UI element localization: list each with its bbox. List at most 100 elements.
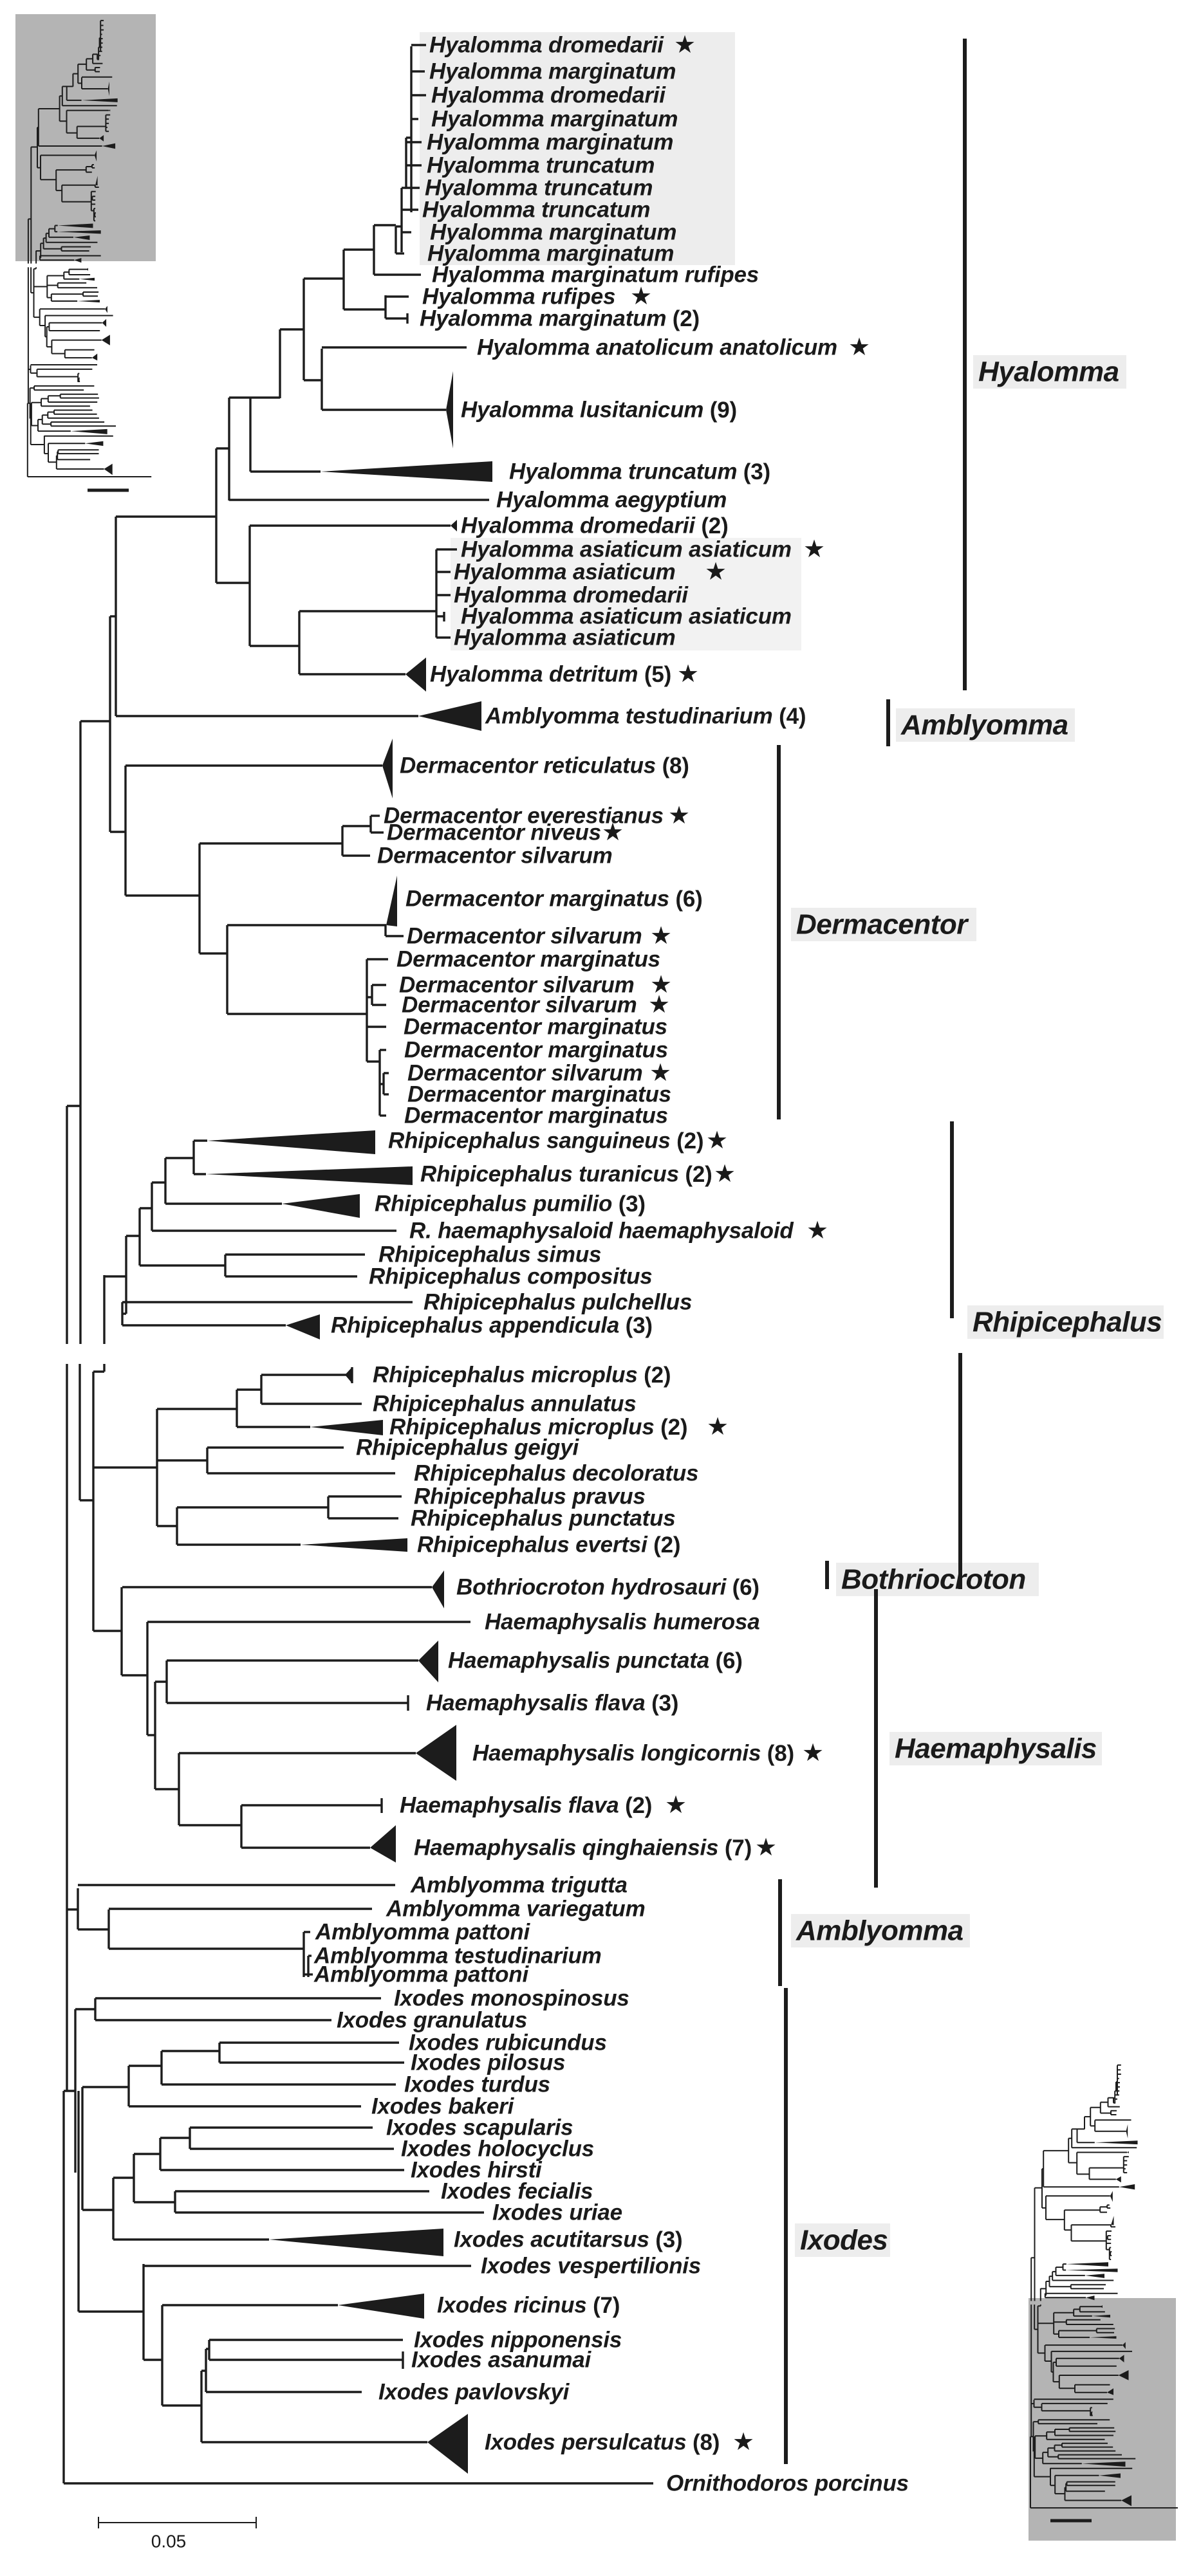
- svg-text:Ixodes bakeri: Ixodes bakeri: [371, 2094, 515, 2119]
- svg-text:★: ★: [803, 536, 825, 563]
- svg-text:Dermacentor reticulatus (8): Dermacentor reticulatus (8): [400, 753, 689, 778]
- svg-text:Rhipicephalus microplus (2): Rhipicephalus microplus (2): [389, 1415, 687, 1440]
- svg-text:Amblyomma: Amblyomma: [900, 710, 1068, 741]
- svg-text:★: ★: [732, 2429, 754, 2456]
- svg-text:Ixodes hirsti: Ixodes hirsti: [411, 2158, 543, 2183]
- svg-text:Haemaphysalis qinghaiensis (7): Haemaphysalis qinghaiensis (7): [414, 1835, 752, 1861]
- svg-text:Ornithodoros porcinus: Ornithodoros porcinus: [666, 2471, 909, 2496]
- svg-text:Dermacentor everestianus: Dermacentor everestianus: [384, 804, 664, 829]
- svg-text:Haemaphysalis humerosa: Haemaphysalis humerosa: [485, 1610, 759, 1635]
- svg-text:Ixodes nipponensis: Ixodes nipponensis: [414, 2328, 622, 2353]
- svg-text:Hyalomma asiaticum: Hyalomma asiaticum: [454, 560, 676, 585]
- svg-text:Ixodes monospinosus: Ixodes monospinosus: [394, 1986, 629, 2011]
- svg-text:Amblyomma pattoni: Amblyomma pattoni: [313, 1962, 529, 1987]
- svg-text:Amblyomma testudinarium (4): Amblyomma testudinarium (4): [485, 704, 806, 729]
- svg-text:Ixodes holocyclus: Ixodes holocyclus: [401, 2137, 594, 2162]
- svg-text:Haemaphysalis flava (2): Haemaphysalis flava (2): [400, 1793, 652, 1818]
- svg-text:★: ★: [665, 1792, 687, 1819]
- svg-text:Hyalomma anatolicum anatolicum: Hyalomma anatolicum anatolicum: [477, 335, 837, 360]
- svg-text:Rhipicephalus sanguineus (2): Rhipicephalus sanguineus (2): [388, 1128, 703, 1154]
- svg-text:0.05: 0.05: [151, 2532, 187, 2552]
- svg-text:Hyalomma marginatum rufipes: Hyalomma marginatum rufipes: [432, 262, 759, 288]
- svg-text:Rhipicephalus microplus (2): Rhipicephalus microplus (2): [373, 1363, 671, 1388]
- svg-text:Hyalomma dromedarii: Hyalomma dromedarii: [431, 83, 666, 108]
- svg-text:Ixodes scapularis: Ixodes scapularis: [386, 2115, 573, 2140]
- svg-text:Ixodes asanumai: Ixodes asanumai: [411, 2348, 592, 2373]
- svg-text:Ixodes: Ixodes: [800, 2225, 888, 2256]
- svg-text:Hyalomma marginatum: Hyalomma marginatum: [427, 241, 674, 266]
- svg-text:Dermacentor marginatus: Dermacentor marginatus: [407, 1082, 671, 1107]
- svg-text:Dermacentor silvarum: Dermacentor silvarum: [377, 843, 613, 869]
- svg-text:Bothriocroton hydrosauri (6): Bothriocroton hydrosauri (6): [456, 1575, 759, 1600]
- svg-text:Amblyomma trigutta: Amblyomma trigutta: [410, 1873, 628, 1898]
- svg-text:Hyalomma marginatum: Hyalomma marginatum: [431, 107, 678, 132]
- svg-text:Ixodes pavlovskyi: Ixodes pavlovskyi: [378, 2380, 570, 2405]
- svg-text:Hyalomma lusitanicum (9): Hyalomma lusitanicum (9): [461, 398, 737, 423]
- svg-text:★: ★: [650, 971, 672, 998]
- svg-text:Rhipicephalus simus: Rhipicephalus simus: [378, 1242, 601, 1267]
- svg-text:Hyalomma detritum (5): Hyalomma detritum (5): [430, 662, 671, 687]
- svg-text:Amblyomma: Amblyomma: [796, 1915, 964, 1947]
- svg-text:★: ★: [630, 283, 652, 310]
- svg-text:Ixodes granulatus: Ixodes granulatus: [337, 2008, 527, 2033]
- svg-text:Rhipicephalus pravus: Rhipicephalus pravus: [414, 1484, 646, 1509]
- svg-text:Hyalomma marginatum (2): Hyalomma marginatum (2): [420, 306, 700, 331]
- svg-text:★: ★: [650, 923, 672, 950]
- svg-text:Haemaphysalis: Haemaphysalis: [895, 1733, 1097, 1765]
- svg-text:Ixodes ricinus (7): Ixodes ricinus (7): [437, 2293, 620, 2318]
- svg-text:Rhipicephalus decoloratus: Rhipicephalus decoloratus: [414, 1461, 698, 1486]
- svg-text:Rhipicephalus turanicus (2): Rhipicephalus turanicus (2): [420, 1162, 712, 1187]
- svg-text:Hyalomma marginatum: Hyalomma marginatum: [430, 220, 676, 245]
- svg-text:★: ★: [705, 558, 727, 585]
- svg-text:Ixodes vespertilionis: Ixodes vespertilionis: [481, 2254, 701, 2279]
- svg-text:Hyalomma marginatum: Hyalomma marginatum: [429, 59, 676, 84]
- svg-text:Rhipicephalus pumilio (3): Rhipicephalus pumilio (3): [375, 1191, 646, 1217]
- svg-text:Amblyomma pattoni: Amblyomma pattoni: [315, 1920, 530, 1945]
- svg-text:Hyalomma truncatum (3): Hyalomma truncatum (3): [509, 459, 770, 484]
- svg-text:Haemaphysalis punctata (6): Haemaphysalis punctata (6): [448, 1648, 743, 1673]
- svg-text:Hyalomma truncatum: Hyalomma truncatum: [427, 153, 655, 178]
- svg-text:★: ★: [806, 1217, 828, 1244]
- svg-text:★: ★: [677, 661, 699, 688]
- svg-text:★: ★: [802, 1740, 824, 1767]
- svg-text:Dermacentor marginatus (6): Dermacentor marginatus (6): [405, 887, 703, 912]
- svg-text:Haemaphysalis flava (3): Haemaphysalis flava (3): [426, 1691, 678, 1716]
- svg-text:★: ★: [602, 819, 624, 846]
- svg-text:Dermacentor niveus: Dermacentor niveus: [387, 820, 601, 845]
- svg-text:Ixodes uriae: Ixodes uriae: [492, 2200, 622, 2225]
- svg-text:★: ★: [648, 991, 670, 1018]
- svg-text:Hyalomma asiaticum asiaticum: Hyalomma asiaticum asiaticum: [461, 604, 792, 629]
- svg-text:Hyalomma dromedarii: Hyalomma dromedarii: [454, 583, 689, 608]
- svg-text:Hyalomma marginatum: Hyalomma marginatum: [427, 130, 673, 155]
- svg-text:Ixodes rubicundus: Ixodes rubicundus: [409, 2030, 607, 2056]
- svg-text:Hyalomma asiaticum: Hyalomma asiaticum: [454, 625, 676, 650]
- svg-text:Dermacentor: Dermacentor: [796, 909, 969, 941]
- svg-text:★: ★: [649, 1060, 671, 1087]
- svg-text:Ixodes fecialis: Ixodes fecialis: [441, 2179, 593, 2204]
- svg-text:Rhipicephalus annulatus: Rhipicephalus annulatus: [373, 1392, 637, 1417]
- svg-text:Dermacentor marginatus: Dermacentor marginatus: [404, 1038, 668, 1063]
- svg-text:Rhipicephalus pulchellus: Rhipicephalus pulchellus: [424, 1290, 692, 1315]
- svg-text:Amblyomma variegatum: Amblyomma variegatum: [386, 1897, 646, 1922]
- svg-text:Rhipicephalus compositus: Rhipicephalus compositus: [369, 1264, 653, 1289]
- svg-text:Hyalomma truncatum: Hyalomma truncatum: [422, 198, 650, 223]
- svg-text:Rhipicephalus evertsi (2): Rhipicephalus evertsi (2): [417, 1532, 680, 1558]
- svg-text:Hyalomma aegyptium: Hyalomma aegyptium: [496, 488, 727, 513]
- svg-text:Haemaphysalis longicornis (8): Haemaphysalis longicornis (8): [472, 1741, 794, 1766]
- svg-text:★: ★: [848, 334, 870, 361]
- svg-text:Rhipicephalus punctatus: Rhipicephalus punctatus: [411, 1506, 676, 1531]
- svg-text:Dermacentor marginatus: Dermacentor marginatus: [404, 1015, 667, 1040]
- svg-text:Dermacentor marginatus: Dermacentor marginatus: [396, 947, 660, 972]
- svg-text:Dermacentor silvarum: Dermacentor silvarum: [407, 1061, 643, 1086]
- svg-text:★: ★: [706, 1127, 728, 1154]
- svg-text:Hyalomma rufipes: Hyalomma rufipes: [422, 284, 615, 309]
- svg-text:Ixodes pilosus: Ixodes pilosus: [411, 2050, 565, 2075]
- svg-text:Bothriocroton: Bothriocroton: [841, 1564, 1026, 1596]
- svg-text:★: ★: [714, 1161, 736, 1188]
- svg-text:Ixodes acutitarsus (3): Ixodes acutitarsus (3): [454, 2227, 682, 2252]
- svg-text:★: ★: [668, 802, 690, 829]
- svg-text:R. haemaphysaloid haemaphysalo: R. haemaphysaloid haemaphysaloid: [409, 1219, 794, 1244]
- svg-text:Rhipicephalus appendicula (3): Rhipicephalus appendicula (3): [331, 1313, 653, 1338]
- svg-text:★: ★: [707, 1413, 729, 1440]
- svg-text:Hyalomma truncatum: Hyalomma truncatum: [425, 176, 653, 201]
